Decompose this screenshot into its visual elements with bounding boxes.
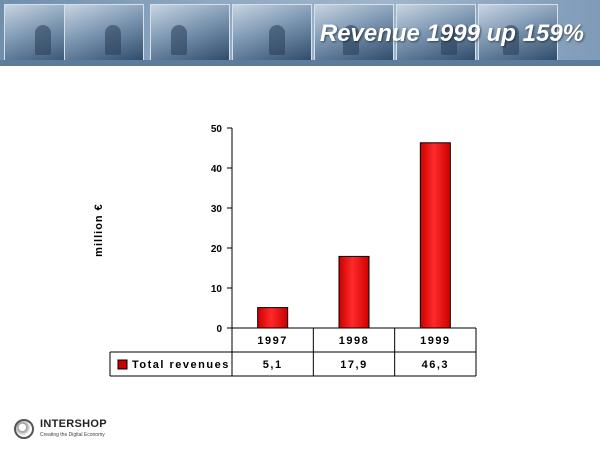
bar-1997: [257, 307, 289, 329]
legend-swatch: [117, 359, 128, 370]
y-tick-label: 0: [216, 324, 222, 335]
y-tick-label: 50: [211, 124, 223, 135]
y-tick-label: 10: [211, 284, 223, 295]
data-table-value: 46,3: [422, 359, 449, 371]
y-tick-label: 20: [211, 244, 223, 255]
x-category-label: 1997: [257, 335, 287, 347]
banner-divider: [0, 60, 600, 66]
banner-photo: [314, 4, 394, 62]
bar-1999: [419, 142, 451, 329]
banner-photo: [396, 4, 476, 62]
banner-photo: [478, 4, 558, 62]
bar-1998: [338, 255, 370, 329]
logo-name: INTERSHOP: [40, 418, 107, 430]
x-category-label: 1998: [339, 335, 369, 347]
logo-icon: [14, 419, 34, 439]
header-banner: Revenue 1999 up 159%: [0, 0, 600, 66]
y-axis-label: million €: [93, 203, 105, 257]
data-table-value: 5,1: [263, 359, 283, 371]
logo-tagline: Creating the Digital Economy: [40, 432, 105, 438]
y-axis-ticks: 0 10 20 30 40 50: [211, 124, 232, 335]
intershop-logo: INTERSHOP Creating the Digital Economy: [14, 417, 134, 443]
banner-photo: [232, 4, 312, 62]
data-table-value: 17,9: [340, 359, 367, 371]
banner-photo: [150, 4, 230, 62]
bars: [257, 142, 451, 329]
legend-label: Total revenues: [132, 359, 230, 371]
slide-title: Revenue 1999 up 159%: [319, 20, 584, 47]
y-tick-label: 40: [211, 164, 223, 175]
y-tick-label: 30: [211, 204, 223, 215]
x-category-label: 1999: [420, 335, 450, 347]
data-table: 1997 5,1 1998 17,9 1999 46,3 Total revenues: [109, 327, 477, 377]
